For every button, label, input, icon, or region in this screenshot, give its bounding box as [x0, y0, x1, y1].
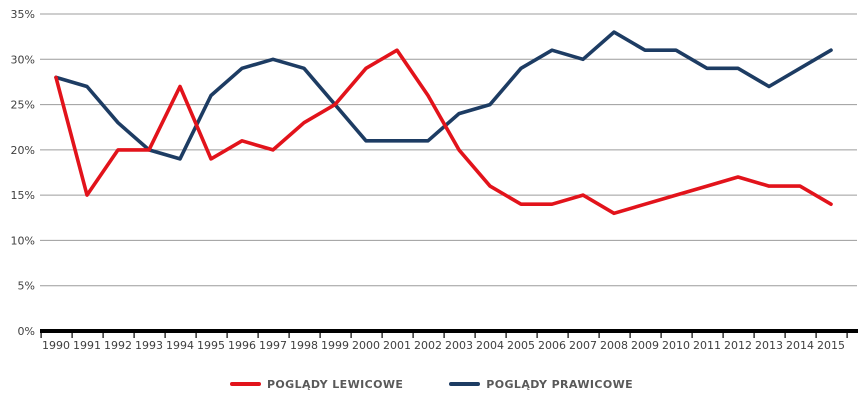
- x-axis-tick: [598, 333, 600, 338]
- chart-legend: POGLĄDY LEWICOWE POGLĄDY PRAWICOWE: [0, 374, 863, 394]
- legend-line-swatch: [449, 382, 481, 386]
- x-axis-tick: [319, 333, 321, 338]
- series-line-left: [54, 48, 833, 216]
- x-axis-tick-label: 2000: [352, 339, 380, 352]
- x-axis-tick: [443, 333, 445, 338]
- x-axis-tick: [133, 333, 135, 338]
- y-axis-tick-label: 15%: [11, 189, 35, 202]
- x-axis-tick: [102, 333, 104, 338]
- y-axis-tick-label: 5%: [18, 280, 35, 293]
- x-axis-tick-label: 1995: [197, 339, 225, 352]
- x-axis-tick-label: 2013: [755, 339, 783, 352]
- x-axis-tick: [660, 333, 662, 338]
- y-axis-tick-label: 25%: [11, 99, 35, 112]
- legend-item-prawicowe: POGLĄDY PRAWICOWE: [449, 378, 633, 391]
- x-axis-tick: [536, 333, 538, 338]
- x-axis-tick-label: 2010: [662, 339, 690, 352]
- x-axis-tick: [784, 333, 786, 338]
- x-axis-tick: [195, 333, 197, 338]
- x-axis-tick-label: 2003: [445, 339, 473, 352]
- x-axis-tick-label: 1998: [290, 339, 318, 352]
- x-axis-tick: [567, 333, 569, 338]
- x-axis-tick: [288, 333, 290, 338]
- x-axis-tick-label: 1997: [259, 339, 287, 352]
- x-axis-tick-label: 2012: [724, 339, 752, 352]
- x-axis-tick: [350, 333, 352, 338]
- x-axis-tick: [629, 333, 631, 338]
- x-axis-tick-label: 2009: [631, 339, 659, 352]
- legend-line-swatch: [229, 382, 261, 386]
- series-line-right: [54, 30, 833, 161]
- x-axis-tick-label: 1991: [73, 339, 101, 352]
- chart-canvas: 0%5%10%15%20%25%30%35%1990 1991 1992 1993 19…: [11, 8, 858, 352]
- x-axis-tick: [40, 333, 42, 338]
- x-axis-tick-label: 1996: [228, 339, 256, 352]
- x-axis-tick: [753, 333, 755, 338]
- x-axis-tick-label: 2004: [476, 339, 504, 352]
- x-axis-tick-label: 2015: [817, 339, 845, 352]
- x-axis-tick-label: 2014: [786, 339, 814, 352]
- y-axis-tick-label: 10%: [11, 234, 35, 247]
- x-axis-tick: [164, 333, 166, 338]
- legend-label: POGLĄDY PRAWICOWE: [486, 377, 634, 391]
- x-axis-line: [40, 329, 858, 333]
- legend-item-lewicowe: POGLĄDY LEWICOWE: [229, 377, 404, 391]
- x-axis-tick: [257, 333, 259, 338]
- y-axis-tick-label: 35%: [11, 8, 35, 21]
- x-axis-tick: [722, 333, 724, 338]
- x-axis-tick-label: 1992: [104, 339, 132, 352]
- x-axis-tick: [815, 333, 817, 338]
- x-axis-tick: [846, 333, 848, 338]
- x-axis-tick: [71, 333, 73, 338]
- x-axis-tick-label: 1994: [166, 339, 194, 352]
- x-axis-tick: [412, 333, 414, 338]
- x-axis-tick-label: 2002: [414, 339, 442, 352]
- x-axis-tick-label: 2006: [538, 339, 566, 352]
- legend-label: POGLĄDY LEWICOWE: [266, 377, 404, 391]
- x-axis-tick-label: 2011: [693, 339, 721, 352]
- x-axis-tick: [381, 333, 383, 338]
- x-axis-tick: [226, 333, 228, 338]
- x-axis-tick-label: 2005: [507, 339, 535, 352]
- x-axis-tick-label: 1999: [321, 339, 349, 352]
- x-axis-tick-label: 2008: [600, 339, 628, 352]
- x-axis-tick: [474, 333, 476, 338]
- x-axis-tick: [505, 333, 507, 338]
- x-axis-tick: [691, 333, 693, 338]
- y-axis-tick-label: 20%: [11, 144, 35, 157]
- y-axis-tick-label: 30%: [11, 53, 35, 66]
- x-axis-tick-label: 2007: [569, 339, 597, 352]
- x-axis-tick-label: 2001: [383, 339, 411, 352]
- x-axis-tick-label: 1990: [42, 339, 70, 352]
- x-axis-tick-label: 1993: [135, 339, 163, 352]
- y-axis-tick-label: 0%: [18, 325, 35, 338]
